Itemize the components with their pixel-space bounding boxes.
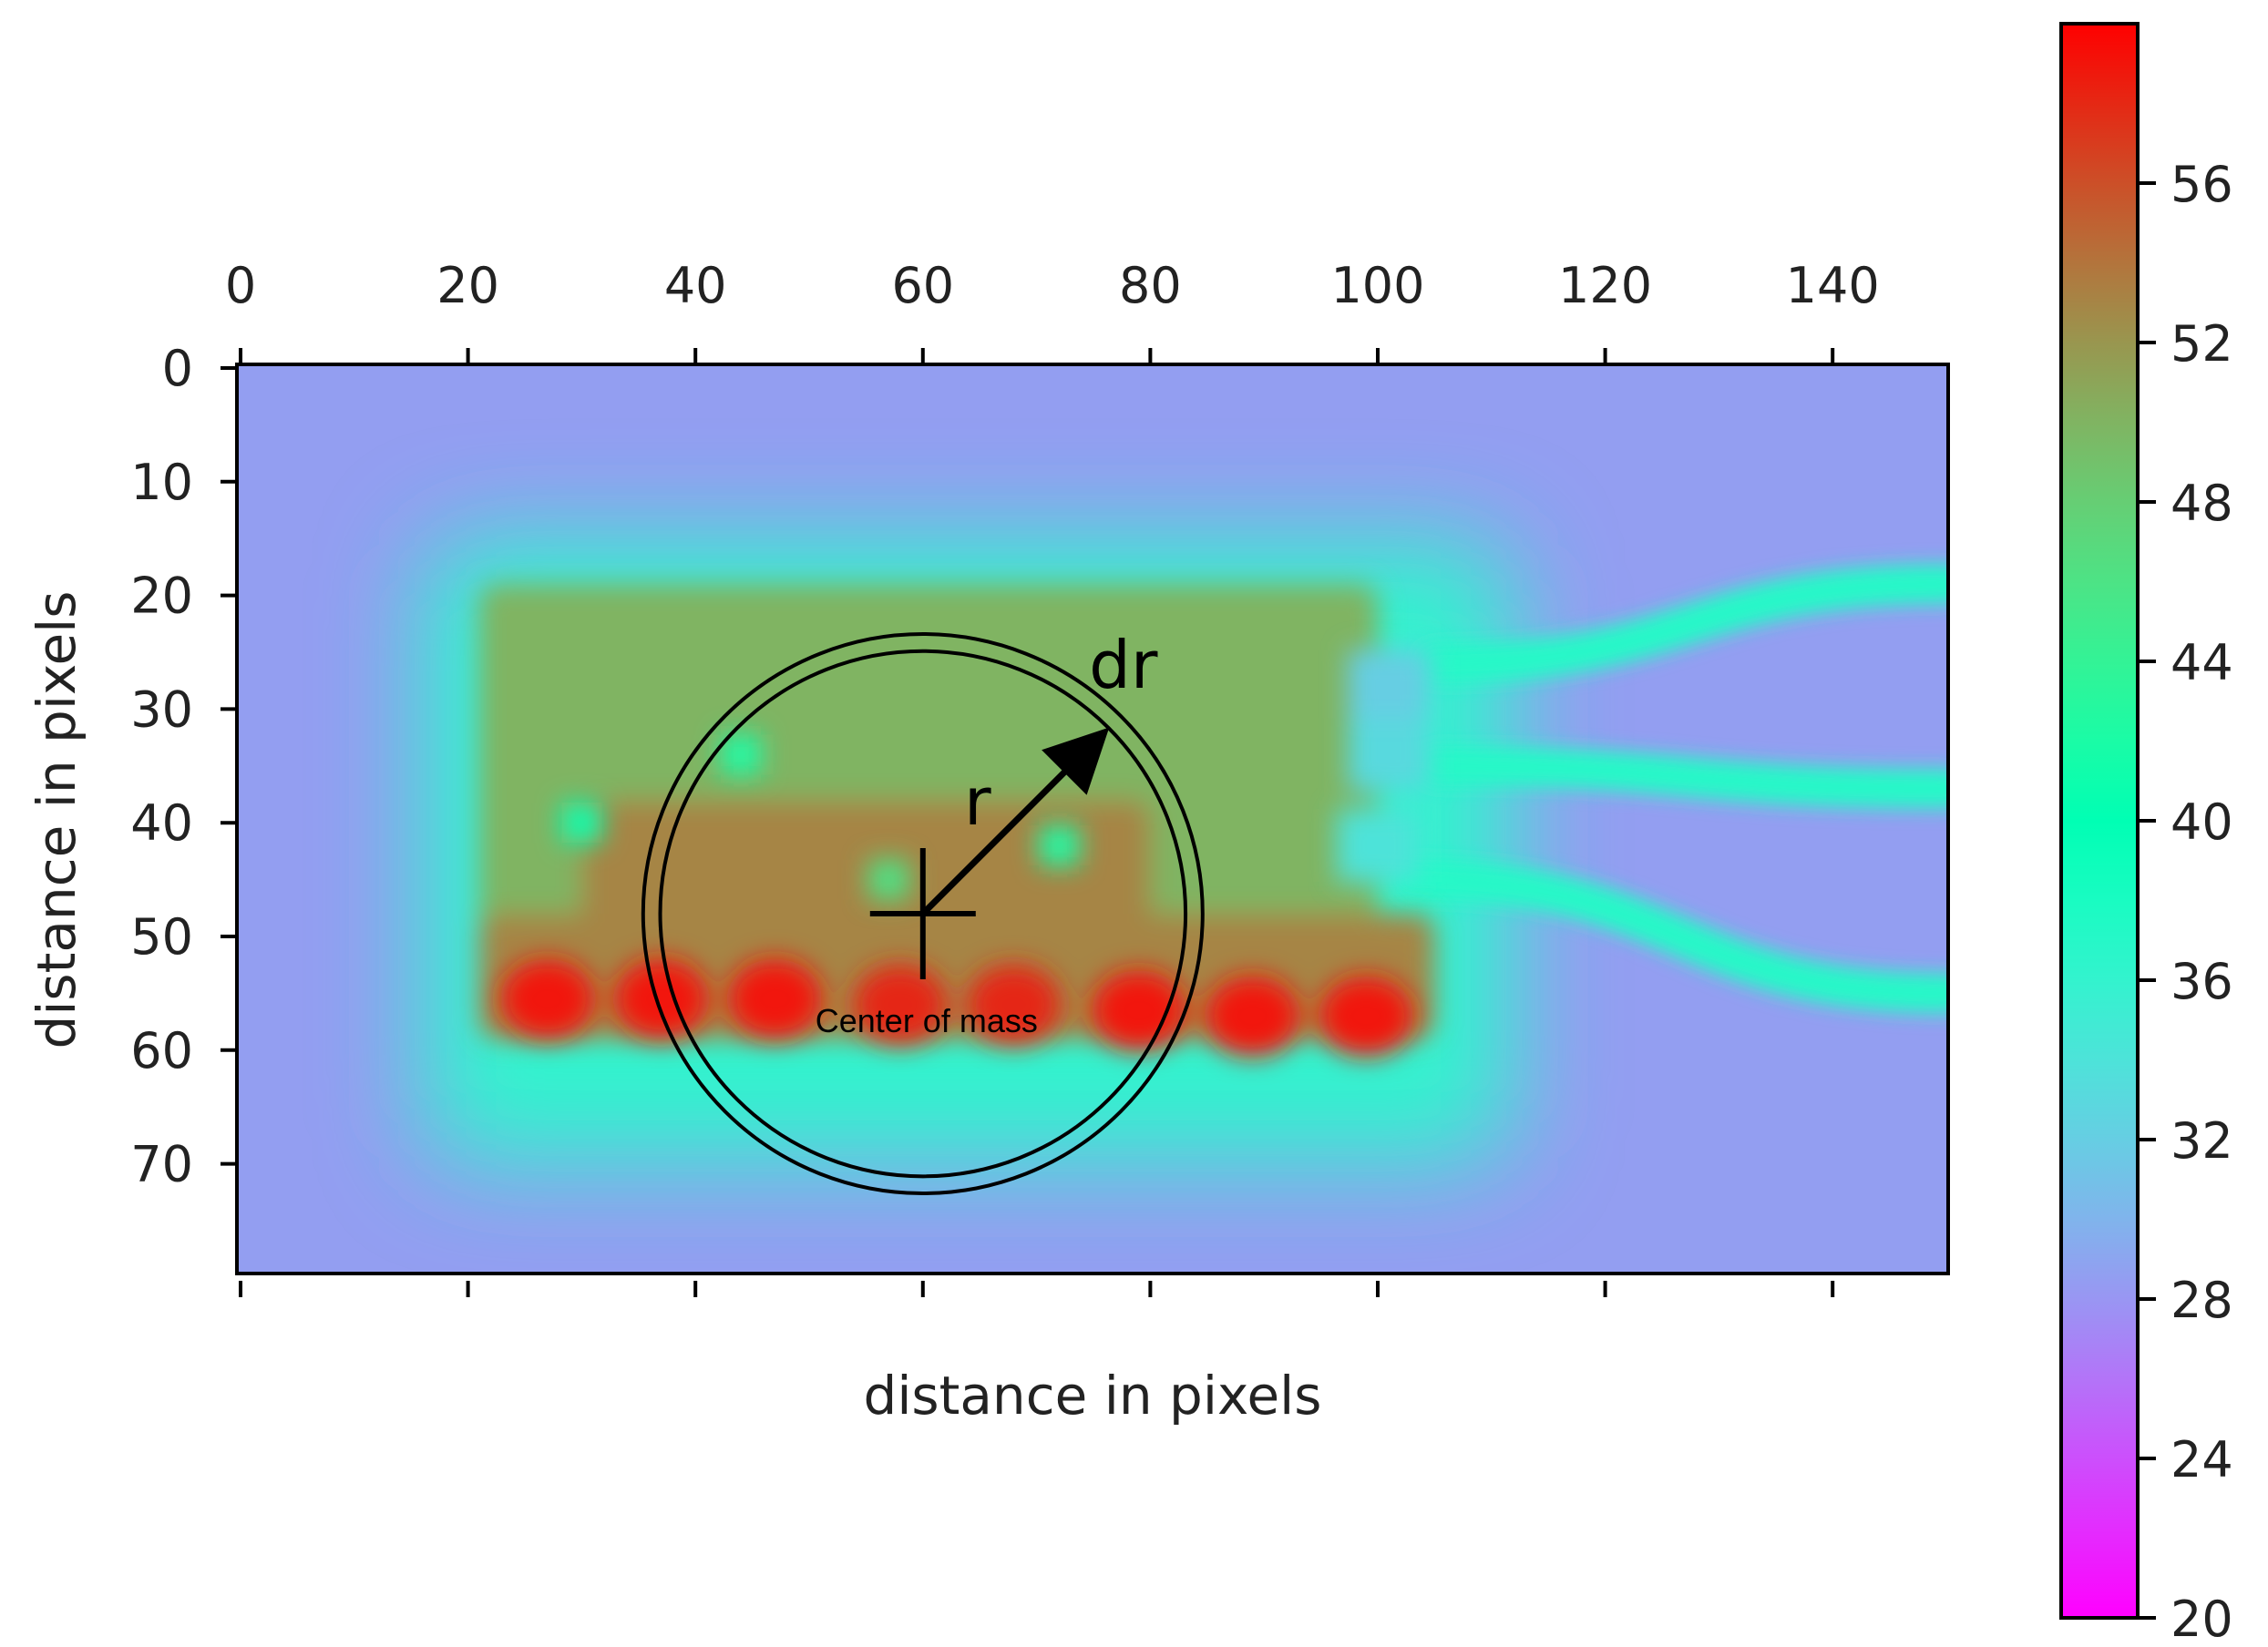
y-tick-label: 40 <box>130 794 193 852</box>
y-axis-label: distance in pixels <box>26 591 87 1049</box>
colorbar-tick-label: 20 <box>2171 1591 2233 1647</box>
x-tick-label: 0 <box>225 257 256 314</box>
colorbar-ticks: 20 24 28 32 36 40 44 48 52 56 <box>2138 156 2233 1647</box>
y-tick-label: 30 <box>130 680 193 738</box>
hot-spot-4 <box>966 964 1062 1045</box>
hot-spot-3 <box>852 964 948 1045</box>
x-axis-label: distance in pixels <box>864 1365 1322 1427</box>
warm-patch-0 <box>561 803 602 844</box>
wire-1 <box>1414 745 1948 809</box>
plot-frame <box>235 363 1950 1275</box>
x-axis-top-ticks: 0 20 40 60 80 100 120 140 <box>225 257 1880 364</box>
region-2 <box>581 800 1151 982</box>
shell-label: dr <box>1089 627 1158 703</box>
x-tick-label: 40 <box>664 257 727 314</box>
colorbar-tick-label: 40 <box>2171 793 2233 851</box>
colorbar-tick-label: 44 <box>2171 634 2233 691</box>
colorbar-tick-label: 28 <box>2171 1272 2233 1329</box>
x-tick-label: 80 <box>1119 257 1182 314</box>
y-tick-label: 60 <box>130 1022 193 1079</box>
x-tick-label: 120 <box>1558 257 1652 314</box>
colorbar-gradient <box>2061 24 2138 1618</box>
radius-label: r <box>964 763 991 840</box>
colorbar-tick-label: 48 <box>2171 475 2233 532</box>
hot-spot-0 <box>499 958 595 1039</box>
hot-spot-7 <box>1319 976 1414 1057</box>
heatmap <box>237 364 1948 1274</box>
cool-patch-1 <box>1348 718 1431 792</box>
hot-spot-6 <box>1205 976 1300 1057</box>
hot-spot-1 <box>613 958 709 1039</box>
annotations: r dr Center of mass <box>641 627 1205 1196</box>
warm-patch-3 <box>868 859 909 900</box>
radius-arrow <box>920 727 1110 916</box>
colorbar-tick-label: 56 <box>2171 156 2233 213</box>
radius-circle <box>658 649 1188 1179</box>
colorbar-tick-label: 24 <box>2171 1431 2233 1488</box>
cool-patch-2 <box>1337 809 1419 883</box>
y-tick-label: 10 <box>130 454 193 511</box>
cool-patch-0 <box>1348 650 1431 723</box>
y-tick-label: 0 <box>162 340 193 397</box>
y-axis-ticks: 0 10 20 30 40 50 60 70 <box>130 340 237 1193</box>
wire-2 <box>1391 859 1948 1014</box>
colorbar-tick-label: 52 <box>2171 315 2233 373</box>
warm-patch-1 <box>721 734 762 775</box>
colorbar: 20 24 28 32 36 40 44 48 52 56 <box>2059 22 2233 1647</box>
warm-patch-2 <box>1039 825 1080 866</box>
shell-circle <box>641 632 1205 1196</box>
center-of-mass-label: Center of mass <box>816 1002 1038 1039</box>
colorbar-tick-label: 32 <box>2171 1112 2233 1170</box>
y-tick-label: 70 <box>130 1136 193 1193</box>
colorbar-tick-label: 36 <box>2171 953 2233 1010</box>
hot-spot-2 <box>727 958 823 1039</box>
x-axis-bottom-ticks <box>239 1281 1835 1297</box>
x-tick-label: 60 <box>891 257 954 314</box>
x-tick-label: 140 <box>1786 257 1880 314</box>
hot-spot-5 <box>1091 970 1186 1051</box>
x-tick-label: 100 <box>1330 257 1424 314</box>
y-tick-label: 20 <box>130 568 193 625</box>
x-tick-label: 20 <box>436 257 499 314</box>
y-tick-label: 50 <box>130 908 193 966</box>
wire-0 <box>1414 564 1948 684</box>
